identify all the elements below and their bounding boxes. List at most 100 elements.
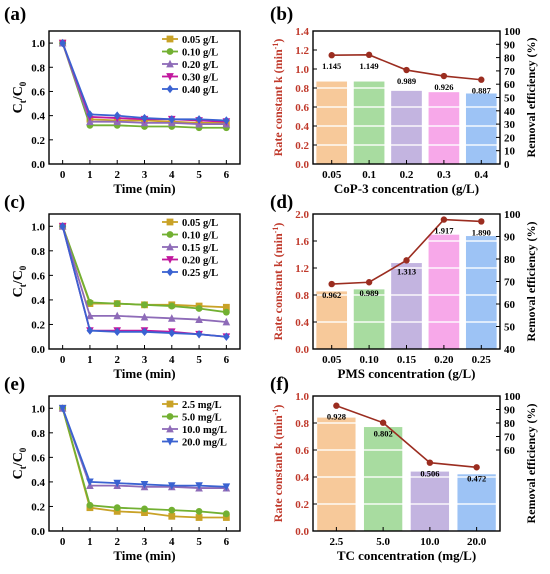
- bar-removal-efficiency: [465, 236, 497, 349]
- data-point: [168, 302, 176, 310]
- legend-marker: [166, 267, 174, 277]
- bar-removal-efficiency: [363, 427, 403, 531]
- y-left-axis-label-sup: -1: [271, 227, 280, 234]
- x-axis-label: Time (min): [113, 548, 175, 563]
- y-right-tick-label: 60: [504, 79, 516, 91]
- y-left-axis-label-part: ): [271, 39, 285, 43]
- rate-constant-label: 1.149: [360, 61, 379, 71]
- x-tick-label: 0.05: [322, 169, 342, 181]
- data-point: [195, 514, 203, 521]
- x-tick-label: 3: [142, 536, 148, 548]
- y-left-tick-label: 1.4: [295, 26, 309, 38]
- rate-constant-label: 0.989: [397, 76, 416, 86]
- data-point: [86, 326, 94, 335]
- panel-label: (d): [270, 192, 293, 213]
- legend-label: 2.5 mg/L: [182, 400, 222, 411]
- y-tick-label: 0.2: [31, 319, 45, 331]
- y-axis-label-part: /C: [11, 86, 26, 101]
- rate-constant-point: [403, 66, 410, 74]
- y-tick-label: 0.6: [31, 452, 45, 464]
- panel-label: (e): [4, 374, 25, 395]
- y-tick-label: 0.2: [31, 135, 45, 147]
- y-tick-label: 0.8: [31, 428, 45, 440]
- y-left-tick-label: 0.2: [295, 499, 309, 511]
- x-tick-label: 4: [169, 536, 175, 548]
- x-tick-label: 0.20: [434, 354, 454, 366]
- y-right-tick-label: 70: [504, 66, 516, 78]
- data-point: [113, 507, 121, 515]
- x-tick-label: 5: [196, 169, 202, 181]
- data-point: [222, 308, 230, 316]
- y-axis-label: Ct/C0: [11, 265, 28, 297]
- y-left-tick-label: 0.8: [295, 290, 309, 302]
- panel-label: (a): [4, 4, 26, 25]
- panel-c: (c) 0.0 0.2 0.4 0.6 0.8 1.0 0 1 2 3 4 5 6 Time (min) Ct…: [4, 192, 241, 381]
- legend-label: 0.30 g/L: [182, 73, 218, 84]
- x-tick-label: 1: [87, 354, 93, 366]
- panel-label: (c): [4, 192, 25, 213]
- legend-marker: [166, 231, 174, 238]
- y-axis-label: Ct/C0: [11, 81, 28, 113]
- y-tick-label: 0.0: [31, 344, 45, 356]
- bar-removal-efficiency: [317, 417, 356, 531]
- y-left-axis-label: Rate constant k (min-1): [271, 39, 285, 157]
- legend-marker: [166, 438, 174, 446]
- legend-marker: [166, 256, 174, 264]
- rate-constant-label: 1.890: [472, 227, 491, 237]
- data-point: [140, 312, 149, 321]
- rate-constant-point: [440, 72, 448, 80]
- data-point: [113, 311, 122, 320]
- y-right-tick-label: 90: [504, 232, 516, 244]
- legend: 2.5 mg/L 5.0 mg/L10.0 mg/L 20.0 mg/L: [162, 400, 227, 449]
- rate-constant-label: 0.887: [472, 86, 492, 96]
- bar-removal-efficiency: [316, 81, 348, 164]
- data-point: [222, 483, 231, 492]
- y-right-tick-label: 100: [504, 209, 521, 221]
- y-left-tick-label: 0.0: [295, 159, 309, 171]
- x-tick-label: 6: [224, 169, 230, 181]
- y-right-tick-label: 40: [504, 106, 516, 118]
- series-0-15-g-l: [58, 222, 231, 326]
- data-point: [195, 115, 203, 124]
- legend-marker: [166, 424, 174, 433]
- y-axis-label-part: C: [11, 469, 26, 479]
- y-right-axis-label: Removal efficiency (%): [524, 404, 538, 524]
- y-axis-label-sub: 0: [18, 81, 28, 86]
- y-tick-label: 0.2: [31, 501, 45, 513]
- y-axis-label-sub: 0: [18, 447, 28, 452]
- x-axis-label: Time (min): [113, 366, 175, 381]
- legend-marker: [166, 218, 174, 226]
- y-axis-label-part: /C: [11, 452, 26, 467]
- data-point: [141, 505, 148, 513]
- y-axis-label-part: /C: [11, 270, 26, 285]
- y-right-tick-label: 20: [504, 132, 516, 144]
- y-left-tick-label: 0.4: [295, 121, 309, 133]
- data-point: [195, 482, 203, 490]
- series-5-0-mg-l: [59, 404, 230, 518]
- data-point: [222, 514, 230, 521]
- y-left-tick-label: 0.8: [295, 83, 309, 95]
- y-axis-label-sub: t: [18, 100, 28, 103]
- legend-label: 5.0 mg/L: [182, 413, 222, 424]
- y-right-tick-label: 50: [504, 322, 516, 334]
- y-left-tick-label: 0.8: [295, 418, 309, 430]
- data-point: [195, 507, 203, 515]
- x-tick-label: 4: [169, 169, 175, 181]
- x-tick-label: 3: [142, 354, 148, 366]
- rate-constant-label: 1.917: [434, 226, 454, 236]
- bar-removal-efficiency: [428, 234, 460, 349]
- y-axis-label-part: C: [11, 287, 26, 297]
- data-point: [86, 117, 94, 126]
- y-left-tick-label: 1.2: [295, 263, 309, 275]
- x-tick-label: 0: [60, 536, 66, 548]
- legend-label: 0.10 g/L: [182, 231, 218, 242]
- x-axis-label: Time (min): [113, 181, 175, 196]
- data-point: [86, 501, 94, 509]
- y-left-tick-label: 2.0: [295, 209, 309, 221]
- x-tick-label: 5.0: [376, 536, 390, 548]
- y-right-tick-label: 70: [504, 277, 516, 289]
- y-left-tick-label: 1.2: [295, 45, 309, 57]
- y-left-tick-label: 0.6: [295, 102, 309, 114]
- data-point: [86, 298, 94, 306]
